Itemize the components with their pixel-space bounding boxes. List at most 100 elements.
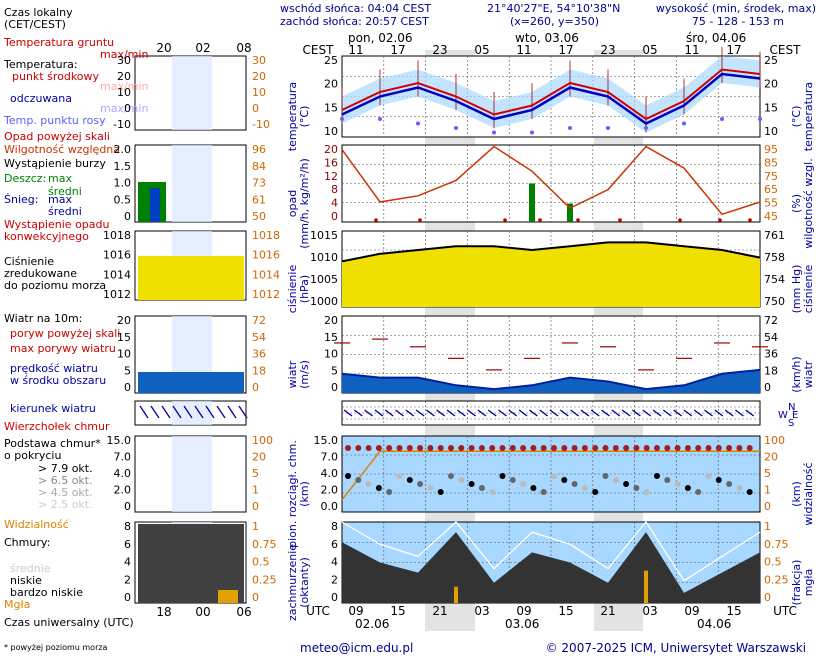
legend-label-line: Wiatr na 10m:	[4, 312, 82, 325]
legend-label: max porywy wiatru	[10, 342, 116, 355]
tick-right-line: 25	[764, 54, 778, 67]
legend-tick-left-line: 0	[124, 500, 131, 513]
elevation-title: wysokość (min, środek, max)	[656, 2, 816, 15]
email-link[interactable]: meteo@icm.edu.pl	[300, 641, 413, 655]
tick-right: 25	[764, 54, 778, 67]
top-tick-line: 17	[726, 43, 741, 57]
cloud-top-dot	[612, 445, 619, 451]
legend-tick-left: 5	[124, 364, 131, 377]
legend-okt-line: > 7.9 okt.	[38, 462, 93, 475]
legend-label: Temperatura:	[3, 58, 78, 71]
bottom-tick-line: 21	[432, 604, 447, 618]
legend-tick-left-line: 2.0	[114, 143, 132, 156]
utc-left-line: UTC	[306, 604, 330, 618]
legend-tick-right-line: 20	[252, 70, 266, 83]
day-label: śro, 04.06	[686, 31, 746, 45]
legend-utc-title: Czas uniwersalny (UTC)	[4, 616, 134, 629]
legend-tick-right-line: -10	[252, 118, 270, 131]
legend-tick-left: 10	[117, 348, 131, 361]
axis-label-right-line: (frakcja)	[790, 560, 803, 606]
tick-left: 15	[324, 331, 338, 344]
axis-label-left-line: pion. rozciągł. chm.	[286, 440, 299, 548]
cloud-top-dot	[478, 445, 485, 451]
legend-tick-left: 0	[124, 381, 131, 394]
legend-tick-right: 50	[252, 210, 266, 223]
cloud-base-dot	[386, 489, 393, 495]
legend-label-line: konwekcyjnego	[4, 230, 89, 243]
cloud-base-dot	[406, 477, 413, 483]
wind-dir-arrow	[425, 409, 435, 417]
tick-left-line: 25	[324, 54, 338, 67]
axis-label-left: opad(mm/h, kg/m²/h)	[286, 158, 311, 249]
legend-tick-left-line: 1012	[103, 288, 131, 301]
axis-label-left-line: (hPa)	[298, 275, 311, 303]
cloud-top-dot	[530, 445, 537, 451]
legend-top-tick-line: 02	[195, 41, 210, 55]
tick-right-line: 750	[764, 295, 785, 308]
tick-right-line: 36	[764, 348, 778, 361]
tick-right: 72	[764, 314, 778, 327]
tick-left: 8	[331, 520, 338, 533]
legend-label: kierunek wiatru	[10, 402, 96, 415]
cloud-top-dot	[684, 445, 691, 451]
compass-w: W	[778, 410, 788, 421]
legend-label: Podstawa chmur* o pokryciu	[4, 437, 101, 462]
legend-tick-left-line: 0	[124, 210, 131, 223]
tick-left-line: 0	[331, 210, 338, 223]
tick-right-line: 54	[764, 331, 778, 344]
legend-tick-right-line: 96	[252, 143, 266, 156]
precip-zero-dot	[538, 218, 542, 222]
legend-tick-right-line: 0.75	[252, 538, 277, 551]
legend-tick-right: 1018	[252, 229, 280, 242]
tick-left: 0	[331, 210, 338, 223]
legend-label: Opad powyżej skali	[4, 130, 110, 143]
legend-label: Śnieg:	[4, 193, 38, 206]
cloud-base-dot	[540, 489, 547, 495]
legend-okt: > 4.5 okt.	[38, 486, 93, 499]
top-tick: 23	[600, 43, 615, 57]
top-tick-line: 17	[558, 43, 573, 57]
cloud-top-dot	[746, 445, 753, 451]
axis-label-left: pion. rozciągł. chm.(km)	[286, 440, 311, 548]
dew-point	[340, 117, 344, 121]
tick-right-line: 761	[764, 229, 785, 242]
cest-left: CEST	[303, 43, 335, 57]
bottom-date-line: 04.06	[697, 617, 731, 631]
tick-right-line: 20	[764, 451, 778, 464]
tick-left: 16	[324, 156, 338, 169]
cloud-base-dot	[520, 481, 527, 487]
legend-label-line: Wystąpienie opadu	[4, 218, 109, 231]
tick-left: 5	[331, 364, 338, 377]
axis-label-left-line: opad	[286, 190, 299, 217]
legend-label: niskie	[10, 574, 42, 587]
tick-left: 2	[331, 573, 338, 586]
legend-utc-tick-line: 18	[156, 605, 171, 619]
legend-tick-right-line: 72	[252, 314, 266, 327]
dew-point	[530, 130, 534, 135]
compass-e-line: E	[792, 410, 798, 421]
legend-tick-left: 15	[117, 331, 131, 344]
fog-bar	[644, 570, 648, 603]
bottom-tick-line: 03	[474, 604, 489, 618]
precip-bar	[529, 183, 535, 222]
legend-tick-right-line: 0	[252, 591, 259, 604]
temp-felt-line	[341, 72, 761, 125]
cloud-top-dot	[633, 445, 640, 451]
wind-dir-arrow	[724, 409, 734, 417]
tick-left-line: 10	[324, 348, 338, 361]
cloud-top-dot	[386, 445, 393, 451]
legend-tick-right-line: 18	[252, 364, 266, 377]
cest-right: CEST	[770, 43, 802, 57]
legend-label: punkt środkowy	[12, 70, 100, 83]
legend-night	[172, 145, 212, 222]
legend-wind-arrow	[183, 405, 193, 419]
tick-right: 750	[764, 295, 785, 308]
tick-right-line: 75	[764, 170, 778, 183]
legend-top-tick: 08	[236, 41, 251, 55]
legend-cloud-sample	[138, 524, 244, 603]
legend-tick-left: 1018	[103, 229, 131, 242]
top-tick: 17	[726, 43, 741, 57]
legend-tick-left: 0	[124, 102, 131, 115]
legend-tick-right: 5	[252, 467, 259, 480]
top-tick: 05	[474, 43, 489, 57]
